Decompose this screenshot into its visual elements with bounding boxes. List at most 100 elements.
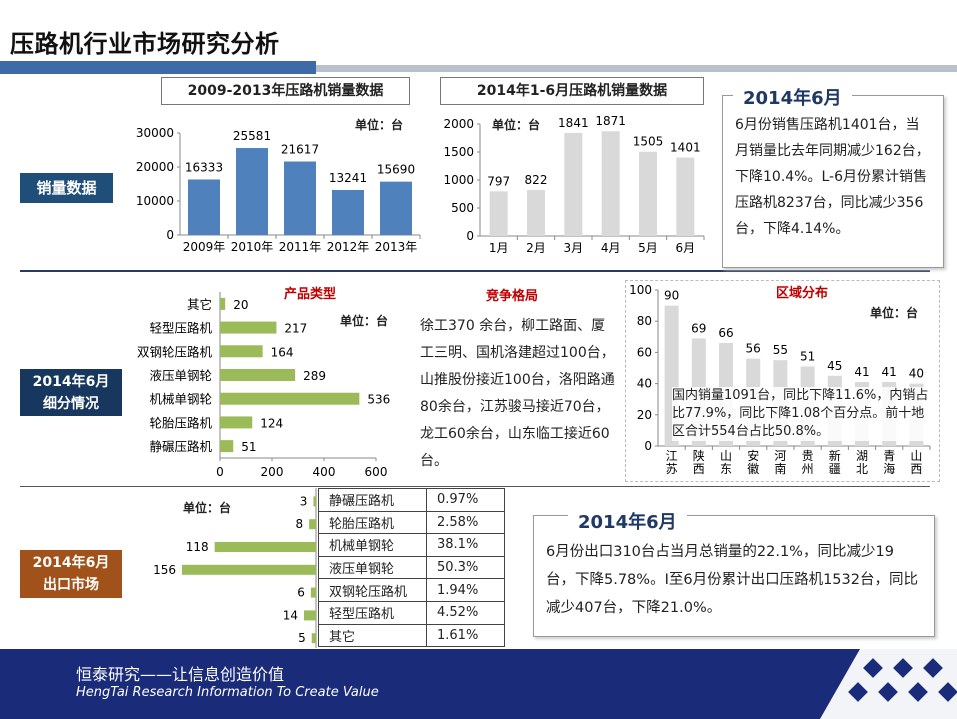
- x-tick-label: 东: [720, 462, 732, 476]
- bar: [220, 345, 263, 358]
- y-tick-label: 1500: [443, 145, 474, 159]
- export-category-cell: 静碾压路机: [318, 488, 427, 512]
- data-label: 66: [718, 326, 733, 340]
- data-label: 40: [909, 367, 924, 381]
- bar: [313, 496, 316, 507]
- y-tick-label: 60: [637, 345, 652, 359]
- june-summary-box: 6月份销售压路机1401台，当月销量比去年同期减少162台，下降10.4%。L-…: [722, 95, 944, 268]
- data-label: 15690: [377, 163, 415, 177]
- y-tick-label: 40: [637, 377, 652, 391]
- x-tick-label: 山: [910, 449, 922, 463]
- export-tag: 2014年6月 出口市场: [20, 550, 122, 598]
- x-tick-label: 西: [910, 462, 922, 476]
- segment-tag: 2014年6月 细分情况: [20, 369, 122, 416]
- y-tick-label: 双钢轮压路机: [137, 344, 213, 359]
- data-label: 41: [882, 365, 897, 379]
- region-distribution-chart: 0 20 40 60 80 100 90 江苏 69 陕西 66 山东 56 安徽 55 河南 51 贵州 45 新疆…: [629, 283, 931, 476]
- x-tick-label: 山: [720, 449, 732, 463]
- export-summary-box: 6月份出口310台占当月总销量的22.1%，同比减少19台，下降5.78%。I至…: [533, 515, 935, 637]
- x-tick-label: 陕: [693, 448, 705, 463]
- bar: [601, 131, 620, 236]
- region-unit-label: 单位：台: [870, 306, 919, 320]
- x-tick-label: 江: [666, 449, 678, 463]
- footer-decoration: [820, 649, 957, 719]
- bar: [220, 416, 253, 429]
- data-label: 156: [153, 563, 176, 577]
- data-label: 1401: [670, 141, 701, 155]
- bar: [639, 151, 657, 236]
- bar: [284, 161, 316, 235]
- x-tick-label: 3月: [564, 241, 584, 255]
- export-category-cell: 双钢轮压路机: [318, 578, 427, 602]
- export-share-cell: 4.52%: [426, 600, 505, 625]
- bar: [310, 587, 316, 598]
- x-tick-label: 400: [313, 465, 336, 479]
- y-tick-label: 0: [644, 439, 652, 453]
- export-summary-text: 6月份出口310台占当月总销量的22.1%，同比减少19台，下降5.78%。I至…: [546, 544, 918, 616]
- competition-text: 徐工370 余台，柳工路面、厦工三明、国机洛建超过100台，山推股份接近100台…: [420, 318, 615, 469]
- export-share-cell: 2.58%: [426, 510, 505, 535]
- export-tag-line1: 2014年6月: [32, 555, 110, 571]
- x-tick-label: 2011年: [279, 240, 322, 254]
- footer-slogan-en: HengTai Research Information To Create V…: [76, 685, 379, 700]
- data-label: 8: [295, 517, 303, 531]
- export-summary-heading: 2014年6月: [568, 508, 687, 534]
- x-tick-label: 新: [829, 448, 841, 463]
- y-tick-label: 100: [629, 283, 652, 297]
- bar: [220, 369, 296, 381]
- data-label: 3: [300, 494, 308, 508]
- product-type-chart: 0 200 400 600 20 其它 217 轻型压路机 164 双钢轮压路机 289 液压单钢轮 5…: [137, 292, 390, 479]
- bar: [332, 189, 364, 235]
- export-category-cell: 液压单钢轮: [318, 555, 427, 580]
- export-share-cell: 50.3%: [426, 555, 505, 580]
- x-tick-label: 安: [747, 448, 759, 463]
- bar: [309, 519, 316, 530]
- product-type-title: 产品类型: [284, 287, 337, 302]
- export-unit-label: 单位：台: [183, 501, 232, 515]
- region-title: 区域分布: [776, 286, 829, 301]
- x-tick-label: 600: [365, 465, 388, 479]
- data-label: 51: [800, 349, 815, 363]
- x-tick-label: 南: [774, 461, 786, 476]
- y-tick-label: 液压单钢轮: [149, 368, 212, 383]
- table-row: 双钢轮压路机 1.94%: [318, 578, 505, 602]
- x-tick-label: 200: [261, 465, 284, 479]
- data-label: 51: [241, 440, 256, 454]
- data-label: 16333: [185, 160, 223, 174]
- bar: [311, 633, 316, 644]
- export-category-cell: 轮胎压路机: [318, 510, 427, 535]
- june-summary-heading: 2014年6月: [733, 84, 852, 110]
- x-tick-label: 2月: [526, 241, 546, 255]
- table-row: 轻型压路机 4.52%: [318, 600, 505, 625]
- data-label: 13241: [329, 171, 367, 185]
- data-label: 822: [525, 173, 548, 187]
- export-share-cell: 1.61%: [426, 623, 505, 648]
- product-unit-label: 单位：台: [340, 314, 389, 328]
- x-tick-label: 河: [774, 449, 786, 463]
- y-tick-label: 500: [451, 201, 474, 215]
- y-tick-label: 1000: [443, 173, 474, 187]
- export-category-cell: 其它: [318, 623, 427, 648]
- x-tick-label: 0: [216, 465, 224, 479]
- title-underline: [316, 65, 957, 72]
- y-tick-label: 0: [466, 229, 474, 243]
- export-share-cell: 38.1%: [426, 533, 505, 557]
- y-tick-label: 20000: [136, 160, 174, 174]
- data-label: 1505: [633, 135, 664, 149]
- x-tick-label: 苏: [666, 462, 678, 476]
- x-tick-label: 2009年: [183, 240, 226, 254]
- bar: [220, 392, 360, 405]
- x-tick-label: 疆: [829, 462, 841, 476]
- bar: [220, 440, 234, 453]
- data-label: 41: [854, 365, 869, 379]
- data-label: 69: [691, 321, 706, 335]
- data-label: 797: [487, 174, 510, 188]
- data-label: 14: [283, 608, 298, 622]
- bar: [214, 542, 316, 552]
- region-note: 国内销量1091台，同比下降11.6%，内销占比77.9%，同比下降1.08个百…: [672, 387, 934, 441]
- section-divider-1: [20, 270, 930, 272]
- footer-band: [0, 649, 957, 719]
- x-tick-label: 2012年: [327, 240, 370, 254]
- export-share-cell: 1.94%: [426, 578, 505, 602]
- x-tick-label: 5月: [638, 241, 658, 255]
